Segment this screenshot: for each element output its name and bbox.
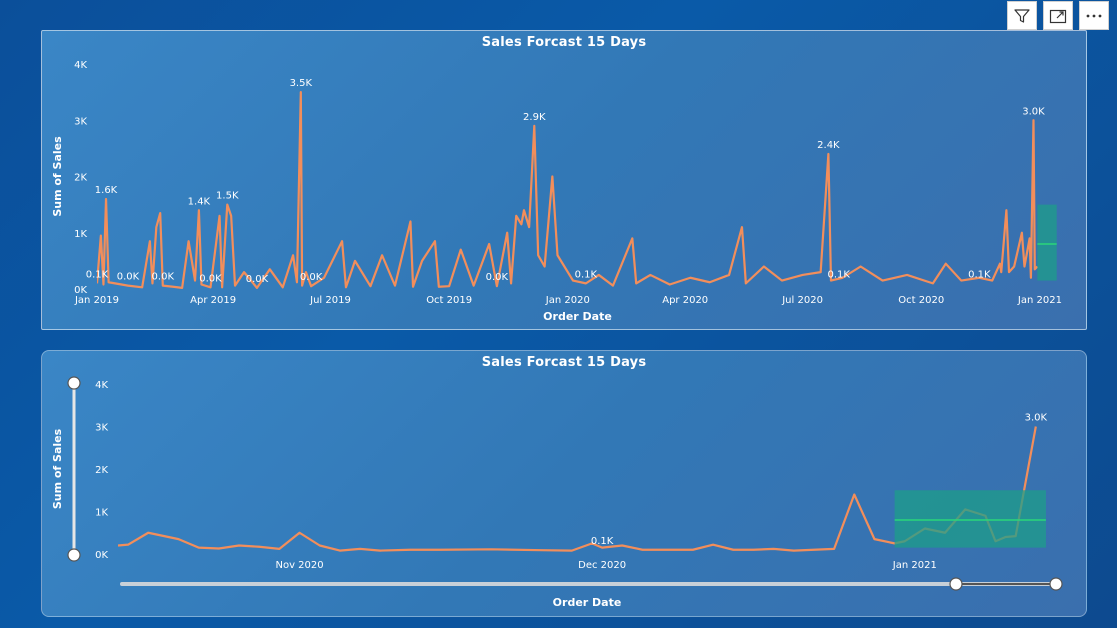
slider-handle[interactable]: [1049, 577, 1063, 591]
y-tick-label: 1K: [95, 508, 108, 519]
slider-handle[interactable]: [67, 548, 81, 562]
data-label: 0.1K: [591, 536, 614, 547]
data-label: 0.0K: [486, 272, 509, 283]
x-tick-label: Jan 2020: [545, 295, 590, 306]
data-label: 1.6K: [95, 185, 118, 196]
data-label: 0.1K: [827, 269, 850, 280]
visual-header-toolbar: [1007, 1, 1109, 30]
chart-title: Sales Forcast 15 Days: [481, 355, 647, 370]
y-tick-label: 0K: [95, 550, 108, 561]
data-label: 0.0K: [300, 272, 323, 283]
chart-title: Sales Forcast 15 Days: [481, 35, 647, 50]
x-range-slider[interactable]: [120, 577, 1063, 591]
y-tick-label: 2K: [95, 465, 108, 476]
x-tick-label: Apr 2019: [190, 295, 236, 306]
x-tick-label: Jul 2020: [781, 295, 823, 306]
sales-line: [97, 91, 1039, 289]
y-tick-label: 1K: [74, 229, 87, 240]
data-label: 0.0K: [152, 272, 175, 283]
y-tick-label: 0K: [74, 285, 87, 296]
data-label: 0.0K: [199, 273, 222, 284]
filter-icon: [1014, 8, 1030, 23]
focus-mode-button[interactable]: [1043, 1, 1073, 30]
data-label: 0.0K: [246, 274, 269, 285]
y-tick-label: 2K: [74, 173, 87, 184]
data-label: 0.0K: [117, 272, 140, 283]
y-axis-title: Sum of Sales: [51, 428, 64, 509]
forecast-confidence-band: [894, 490, 1046, 548]
focus-mode-icon: [1049, 9, 1067, 23]
chart-plot-area: 0K 1K 2K 3K 4K Nov 2020 Dec 2020 Jan 2021 Order …: [51, 376, 1063, 609]
y-tick-label: 3K: [74, 116, 87, 127]
y-tick-label: 4K: [95, 380, 108, 391]
data-label: 3.5K: [290, 78, 313, 89]
chart-plot-area: 0K 1K 2K 3K 4K Jan 2019 Apr 2019 Jul 2019 Oct 20…: [51, 60, 1062, 323]
forecast-confidence-band: [1037, 204, 1057, 281]
x-axis-title: Order Date: [553, 596, 622, 609]
x-tick-label: Apr 2020: [662, 295, 708, 306]
x-tick-label: Jul 2019: [309, 295, 351, 306]
sales-forecast-chart-zoomed[interactable]: Sales Forcast 15 Days 0K 1K 2K 3K 4K Nov 2020…: [41, 350, 1087, 617]
more-options-button[interactable]: [1079, 1, 1109, 30]
filter-button[interactable]: [1007, 1, 1037, 30]
data-label: 2.4K: [817, 140, 840, 151]
x-axis-title: Order Date: [543, 310, 612, 323]
x-tick-label: Jan 2021: [892, 560, 937, 571]
data-label: 0.1K: [968, 269, 991, 280]
slider-handle[interactable]: [67, 376, 81, 390]
y-tick-label: 3K: [95, 423, 108, 434]
data-label: 0.1K: [86, 269, 109, 280]
sales-forecast-chart-full[interactable]: Sales Forcast 15 Days 0K 1K 2K 3K 4K Jan 2019…: [41, 30, 1087, 330]
x-tick-label: Oct 2019: [426, 295, 472, 306]
y-tick-label: 4K: [74, 60, 87, 71]
y-range-slider[interactable]: [67, 376, 81, 562]
data-label: 0.1K: [575, 269, 598, 280]
x-tick-label: Dec 2020: [578, 560, 626, 571]
more-options-icon: [1086, 14, 1102, 17]
data-label: 2.9K: [523, 112, 546, 123]
x-tick-label: Jan 2021: [1017, 295, 1062, 306]
data-label: 3.0K: [1025, 413, 1048, 424]
x-tick-label: Jan 2019: [74, 295, 119, 306]
slider-handle[interactable]: [949, 577, 963, 591]
data-label: 1.5K: [216, 191, 239, 202]
data-label: 3.0K: [1022, 106, 1045, 117]
x-tick-label: Nov 2020: [275, 560, 323, 571]
y-axis-title: Sum of Sales: [51, 136, 64, 217]
data-label: 1.4K: [188, 196, 211, 207]
x-tick-label: Oct 2020: [898, 295, 944, 306]
